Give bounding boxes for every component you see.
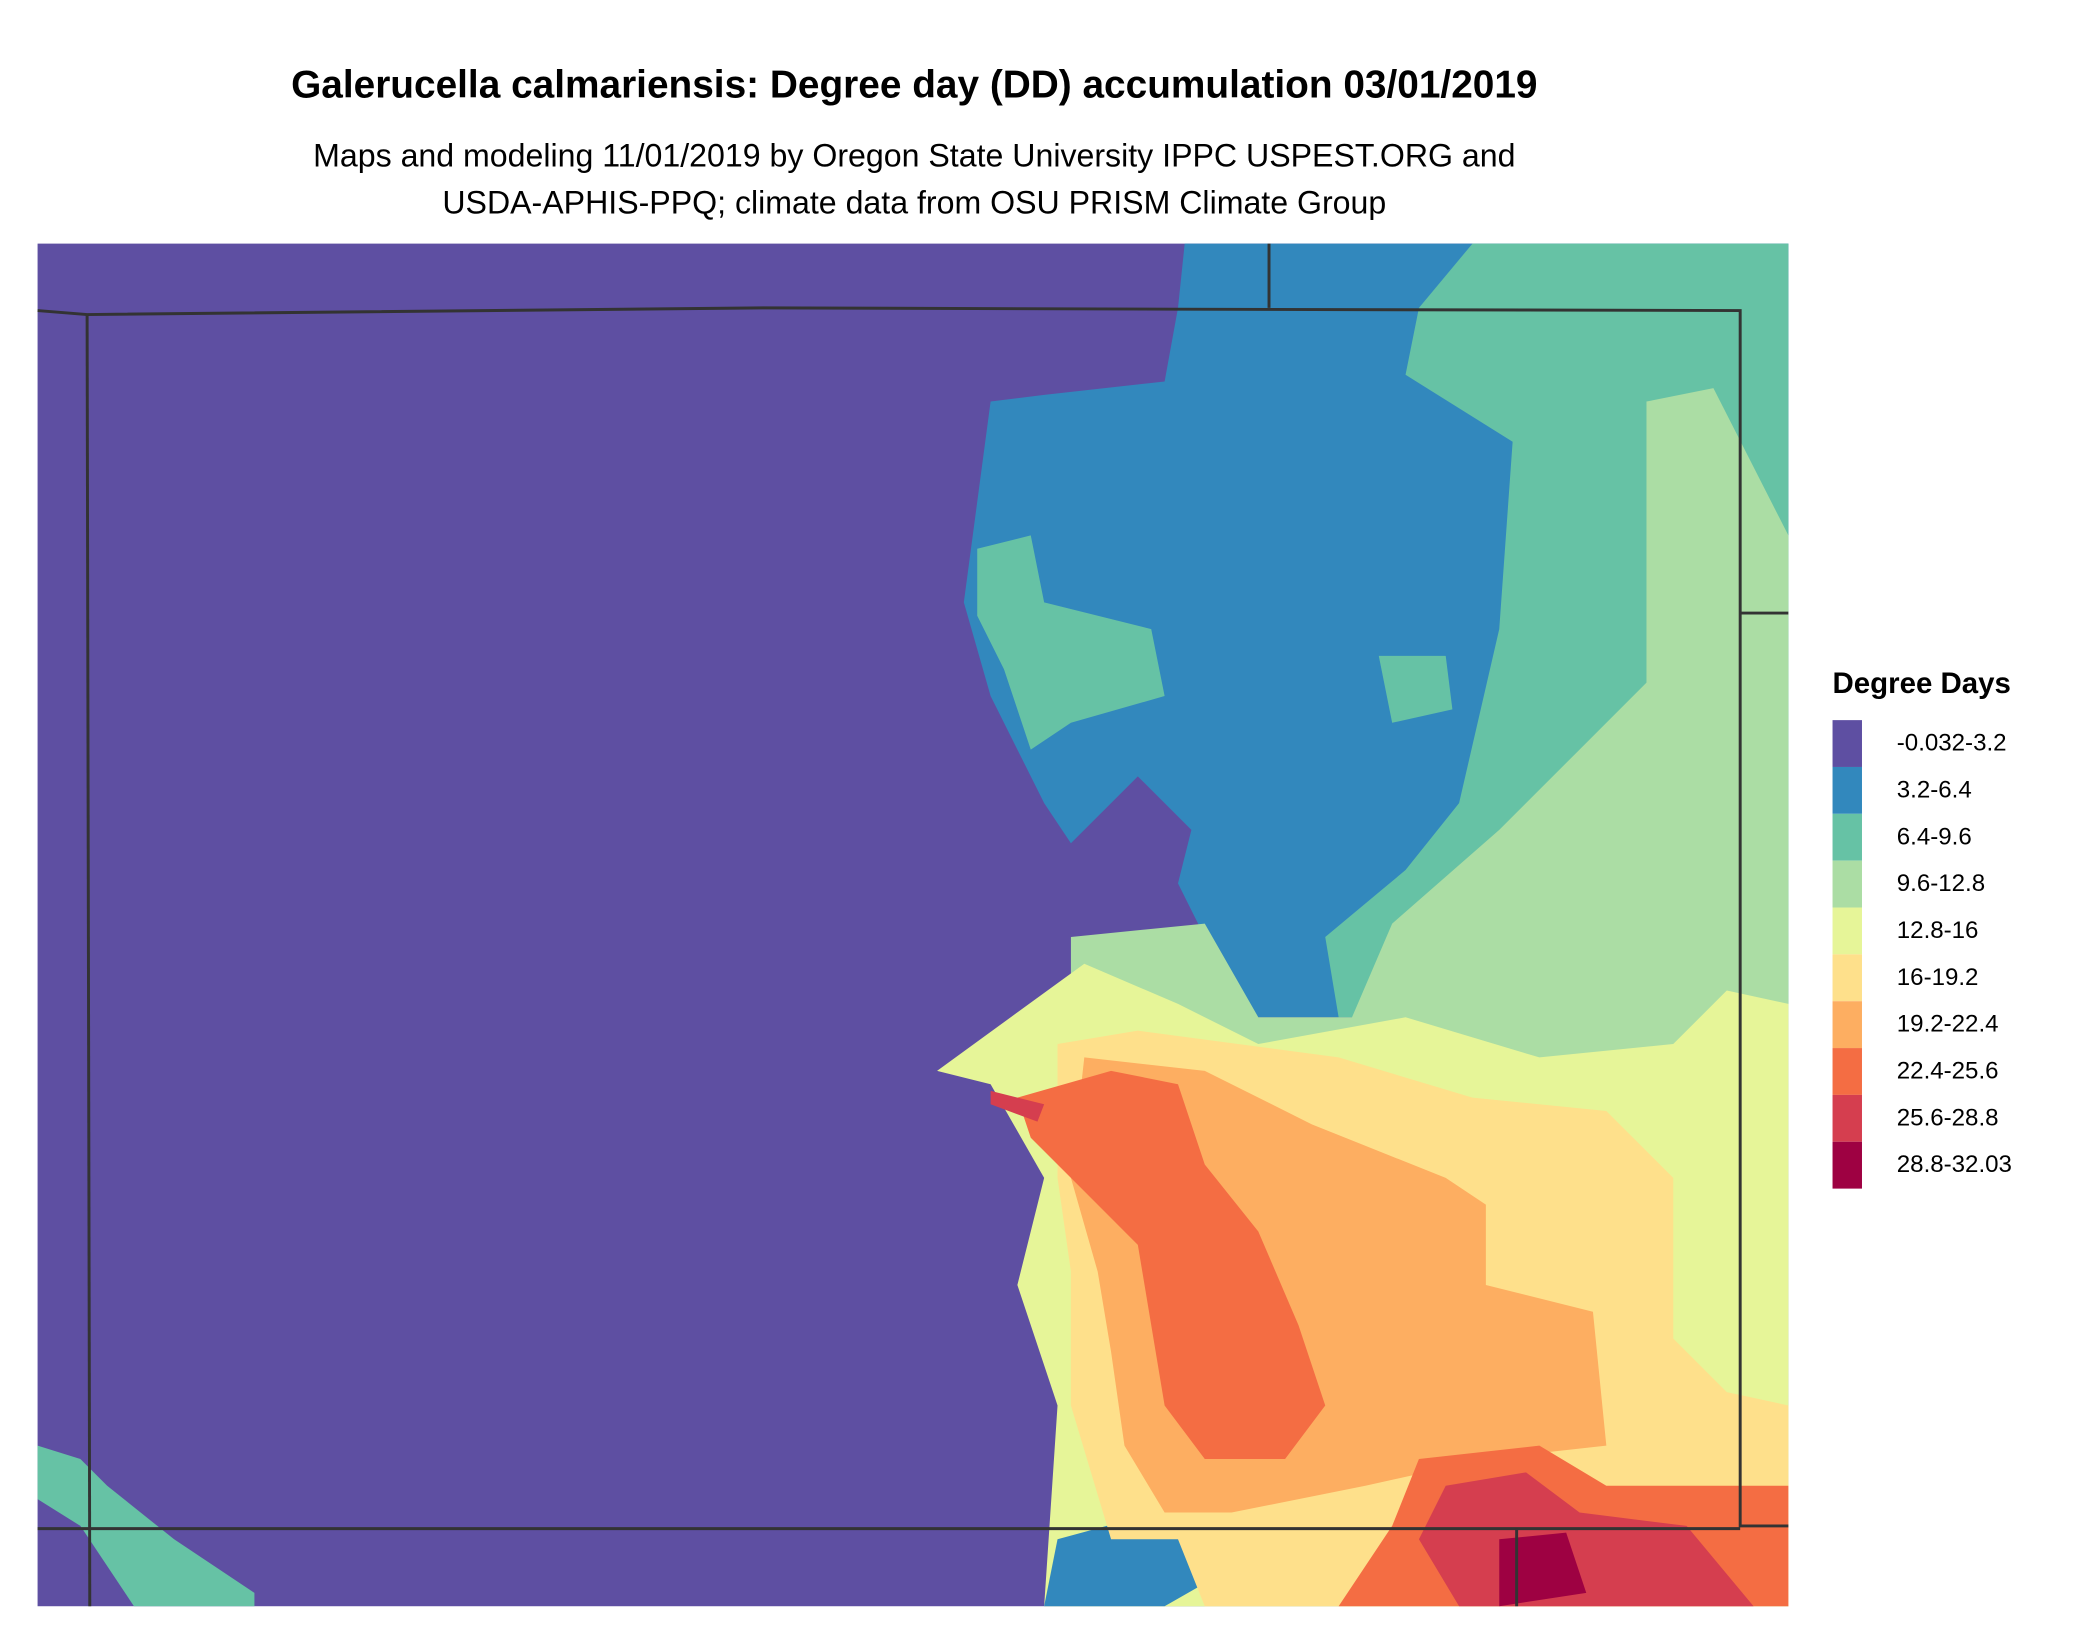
legend-swatch bbox=[1832, 813, 1862, 861]
region bbox=[1499, 1532, 1587, 1607]
legend-label: 9.6-12.8 bbox=[1897, 870, 1985, 897]
legend-swatch bbox=[1832, 720, 1862, 767]
border bbox=[85, 314, 92, 1607]
legend-title: Degree Days bbox=[1833, 667, 2011, 700]
region bbox=[1017, 1070, 1326, 1459]
map bbox=[37, 243, 1789, 1607]
legend-label: 16-19.2 bbox=[1897, 964, 1979, 991]
legend-swatch bbox=[1832, 766, 1862, 814]
region bbox=[990, 1090, 1045, 1122]
region bbox=[1378, 655, 1453, 723]
region bbox=[977, 535, 1165, 750]
legend-swatch bbox=[1832, 1094, 1862, 1142]
legend-label: 25.6-28.8 bbox=[1897, 1104, 1999, 1131]
region bbox=[37, 1445, 255, 1607]
legend-label: 6.4-9.6 bbox=[1897, 823, 1972, 850]
legend-swatch bbox=[1832, 1141, 1862, 1189]
legend-label: -0.032-3.2 bbox=[1897, 730, 2007, 757]
legend-swatch bbox=[1832, 907, 1862, 955]
title: Galerucella calmariensis: Degree day (DD… bbox=[291, 63, 1537, 106]
legend-label: 28.8-32.03 bbox=[1897, 1151, 2012, 1178]
state-borders bbox=[37, 243, 1789, 1607]
legend-label: 22.4-25.6 bbox=[1897, 1058, 1999, 1085]
legend: -0.032-3.2 3.2-6.4 6.4-9.6 9.6-12.8 12.8-16 1… bbox=[1832, 720, 2012, 1189]
legend-swatch bbox=[1832, 1001, 1862, 1049]
legend-swatch bbox=[1832, 954, 1862, 1002]
legend-swatch bbox=[1832, 860, 1862, 908]
subtitle: USDA-APHIS-PPQ; climate data from OSU PR… bbox=[442, 184, 1386, 220]
subtitle: Maps and modeling 11/01/2019 by Oregon S… bbox=[313, 137, 1515, 173]
legend-label: 19.2-22.4 bbox=[1897, 1011, 1999, 1038]
legend-label: 12.8-16 bbox=[1897, 917, 1979, 944]
legend-swatch bbox=[1832, 1048, 1862, 1095]
legend-label: 3.2-6.4 bbox=[1897, 776, 1972, 803]
